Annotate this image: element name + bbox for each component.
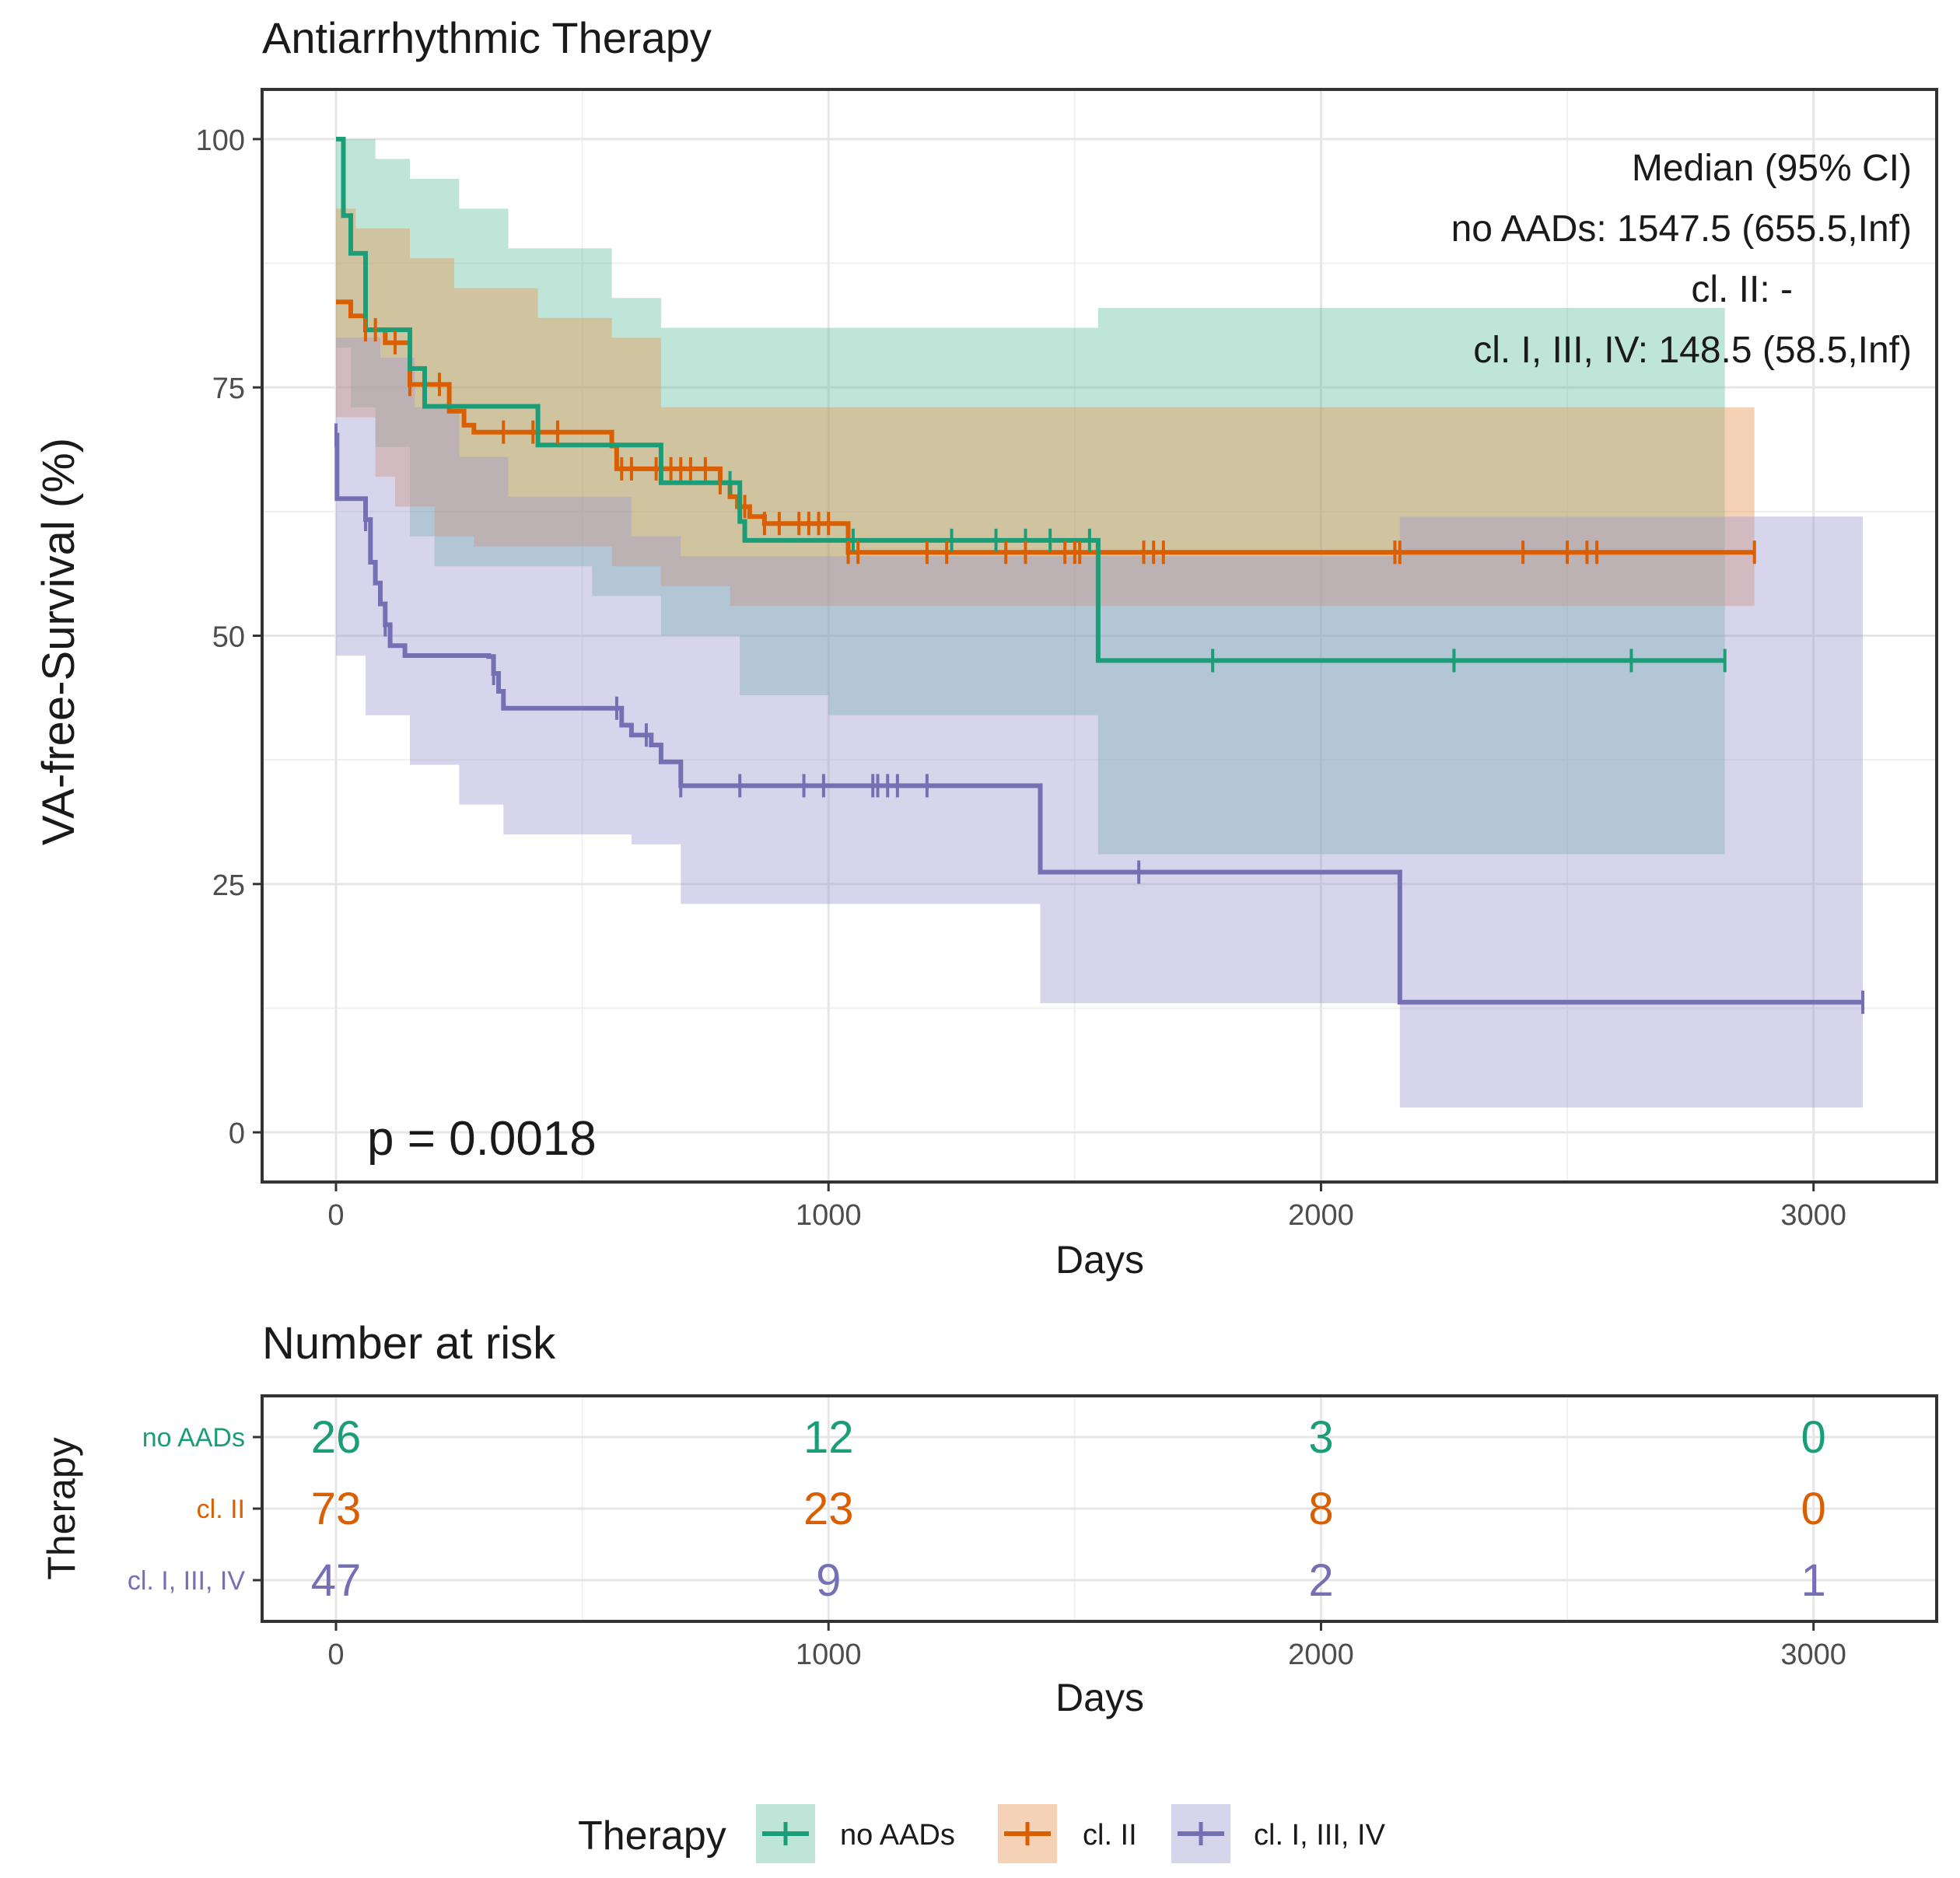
risk-axes: no AADs cl. II cl. I, III, IV 0 1000 2000 3000 bbox=[128, 1423, 1846, 1671]
ci-band-cl-i-iii-iv bbox=[336, 337, 1863, 1108]
y-axis-label: VA-free-Survival (%) bbox=[33, 438, 84, 845]
y-tick-label: 25 bbox=[212, 869, 245, 902]
risk-y-axis-label: Therapy bbox=[40, 1437, 83, 1579]
risk-x-tick-label: 0 bbox=[327, 1638, 344, 1671]
curve-no-aads bbox=[336, 136, 1725, 663]
p-value: p = 0.0018 bbox=[367, 1112, 597, 1166]
legend-label: cl. II bbox=[1083, 1819, 1137, 1852]
legend-title: Therapy bbox=[578, 1813, 726, 1859]
risk-count-cl-i-iii-iv: 47 bbox=[311, 1555, 362, 1606]
legend-item-cl-ii: cl. II bbox=[998, 1804, 1137, 1863]
risk-count-cl-i-iii-iv: 2 bbox=[1308, 1555, 1333, 1606]
y-tick-label: 50 bbox=[212, 621, 245, 654]
risk-row-label-no-aads: no AADs bbox=[142, 1423, 245, 1453]
risk-count-no-aads: 12 bbox=[803, 1412, 854, 1463]
risk-table-title: Number at risk bbox=[262, 1318, 556, 1369]
legend-label: no AADs bbox=[840, 1819, 955, 1852]
risk-x-axis-label: Days bbox=[1055, 1676, 1144, 1719]
risk-x-tick-label: 2000 bbox=[1288, 1638, 1354, 1671]
legend-label: cl. I, III, IV bbox=[1254, 1819, 1386, 1852]
legend-item-no-aads: no AADs bbox=[756, 1804, 955, 1863]
risk-x-tick-label: 1000 bbox=[796, 1638, 862, 1671]
risk-count-cl-ii: 8 bbox=[1308, 1484, 1333, 1534]
risk-count-cl-ii: 0 bbox=[1801, 1484, 1826, 1534]
legend-item-cl-i-iii-iv: cl. I, III, IV bbox=[1171, 1804, 1386, 1863]
risk-row-label-cl-ii: cl. II bbox=[197, 1495, 245, 1524]
median-row-no-aads: no AADs: 1547.5 (655.5,Inf) bbox=[1451, 208, 1912, 250]
x-tick-label: 2000 bbox=[1288, 1199, 1354, 1232]
risk-count-no-aads: 26 bbox=[311, 1412, 362, 1463]
median-header: Median (95% CI) bbox=[1632, 148, 1912, 189]
risk-count-no-aads: 3 bbox=[1308, 1412, 1333, 1463]
risk-count-cl-i-iii-iv: 9 bbox=[816, 1555, 841, 1606]
risk-count-cl-ii: 23 bbox=[803, 1484, 854, 1534]
x-tick-label: 3000 bbox=[1780, 1199, 1846, 1232]
y-tick-label: 0 bbox=[229, 1117, 245, 1150]
censor-marks bbox=[334, 318, 1865, 1014]
risk-count-cl-ii: 73 bbox=[311, 1484, 362, 1534]
median-row-cl-i-iii-iv: cl. I, III, IV: 148.5 (58.5,Inf) bbox=[1473, 330, 1912, 371]
x-axis-label: Days bbox=[1055, 1238, 1144, 1282]
risk-count-cl-i-iii-iv: 1 bbox=[1801, 1555, 1826, 1606]
y-tick-label: 75 bbox=[212, 372, 245, 405]
risk-count-no-aads: 0 bbox=[1801, 1412, 1826, 1463]
y-tick-label: 100 bbox=[196, 124, 245, 157]
x-tick-label: 1000 bbox=[796, 1199, 862, 1232]
risk-counts: 26 12 3 0 73 23 8 0 47 9 2 1 bbox=[311, 1412, 1826, 1606]
risk-x-tick-label: 3000 bbox=[1780, 1638, 1846, 1671]
x-tick-label: 0 bbox=[327, 1199, 344, 1232]
risk-row-label-cl-i-iii-iv: cl. I, III, IV bbox=[128, 1566, 245, 1596]
ci-band-no-aads bbox=[336, 138, 1725, 855]
risk-grid bbox=[262, 1396, 1937, 1621]
chart-title: Antiarrhythmic Therapy bbox=[262, 13, 712, 62]
median-row-cl-ii: cl. II: - bbox=[1691, 269, 1793, 310]
legend: no AADs cl. II cl. I, III, IV bbox=[756, 1804, 1386, 1863]
